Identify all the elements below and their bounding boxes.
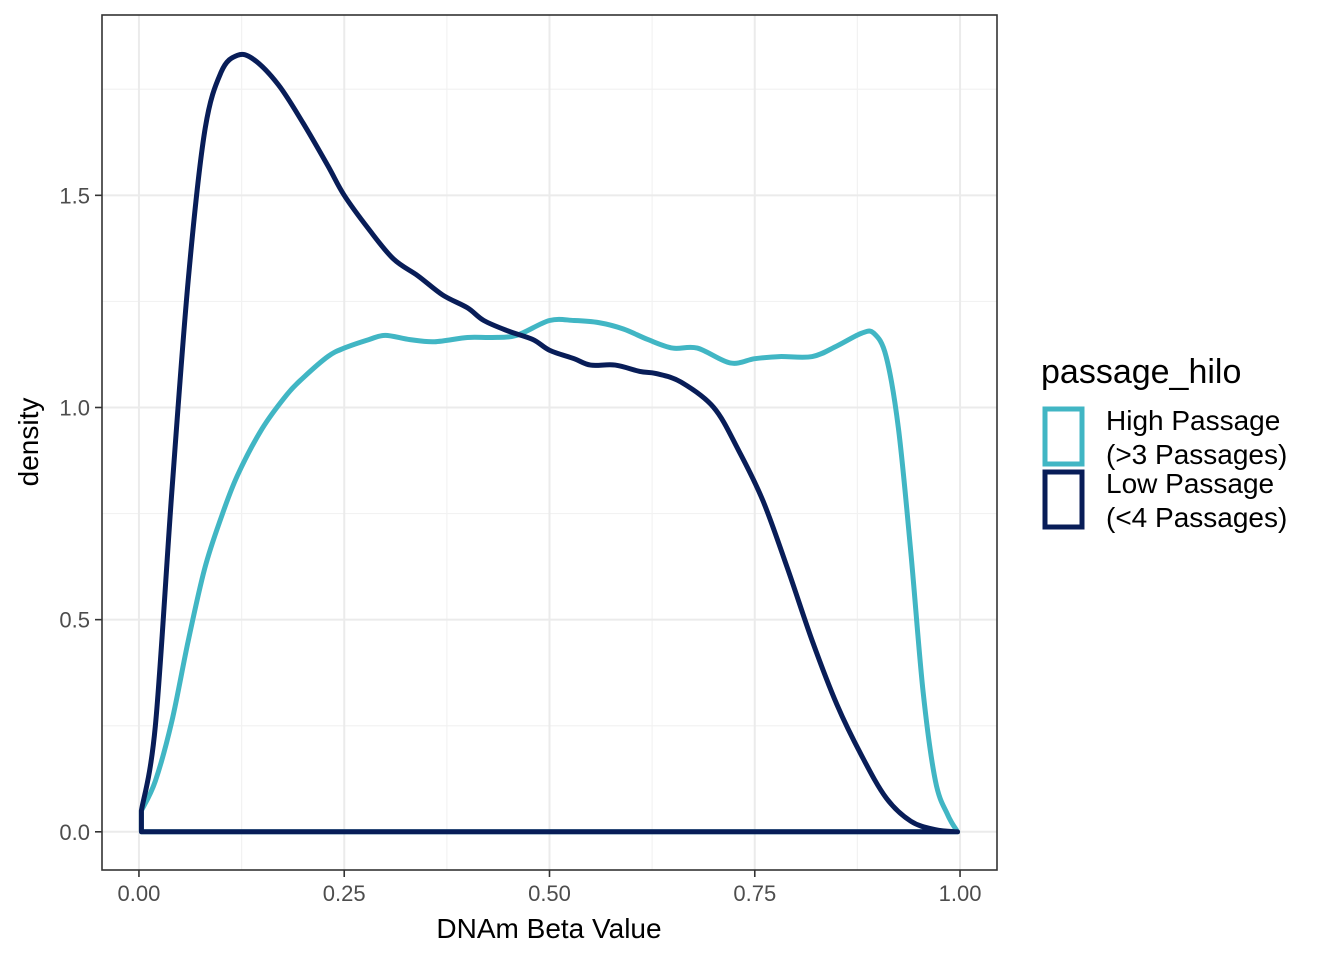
y-axis-title: density bbox=[13, 398, 44, 487]
x-tick-label: 0.50 bbox=[528, 881, 571, 906]
y-axis: 0.0 0.5 1.0 1.5 bbox=[59, 183, 102, 845]
legend: passage_hilo High Passage (>3 Passages)Lo… bbox=[1041, 353, 1287, 533]
y-tick-label: 0.0 bbox=[59, 820, 90, 845]
y-tick-label: 1.5 bbox=[59, 183, 90, 208]
x-axis: 0.00 0.25 0.50 0.75 1.00 bbox=[118, 870, 982, 906]
legend-label-low-passage: Low Passage (<4 Passages) bbox=[1106, 468, 1287, 533]
x-axis-title: DNAm Beta Value bbox=[436, 913, 661, 944]
density-curves bbox=[138, 51, 961, 835]
legend-key-high-passage bbox=[1042, 406, 1085, 467]
legend-title: passage_hilo bbox=[1041, 353, 1241, 391]
y-tick-label: 0.5 bbox=[59, 608, 90, 633]
density-line-low-passage bbox=[138, 51, 961, 835]
x-tick-label: 0.25 bbox=[323, 881, 366, 906]
y-tick-label: 1.0 bbox=[59, 395, 90, 420]
legend-key-low-passage bbox=[1042, 469, 1085, 530]
x-tick-label: 1.00 bbox=[939, 881, 982, 906]
density-line-high-passage bbox=[138, 316, 961, 835]
legend-label-high-passage: High Passage (>3 Passages) bbox=[1106, 405, 1287, 470]
x-tick-label: 0.00 bbox=[118, 881, 161, 906]
grid-lines bbox=[102, 15, 997, 870]
x-tick-label: 0.75 bbox=[733, 881, 776, 906]
